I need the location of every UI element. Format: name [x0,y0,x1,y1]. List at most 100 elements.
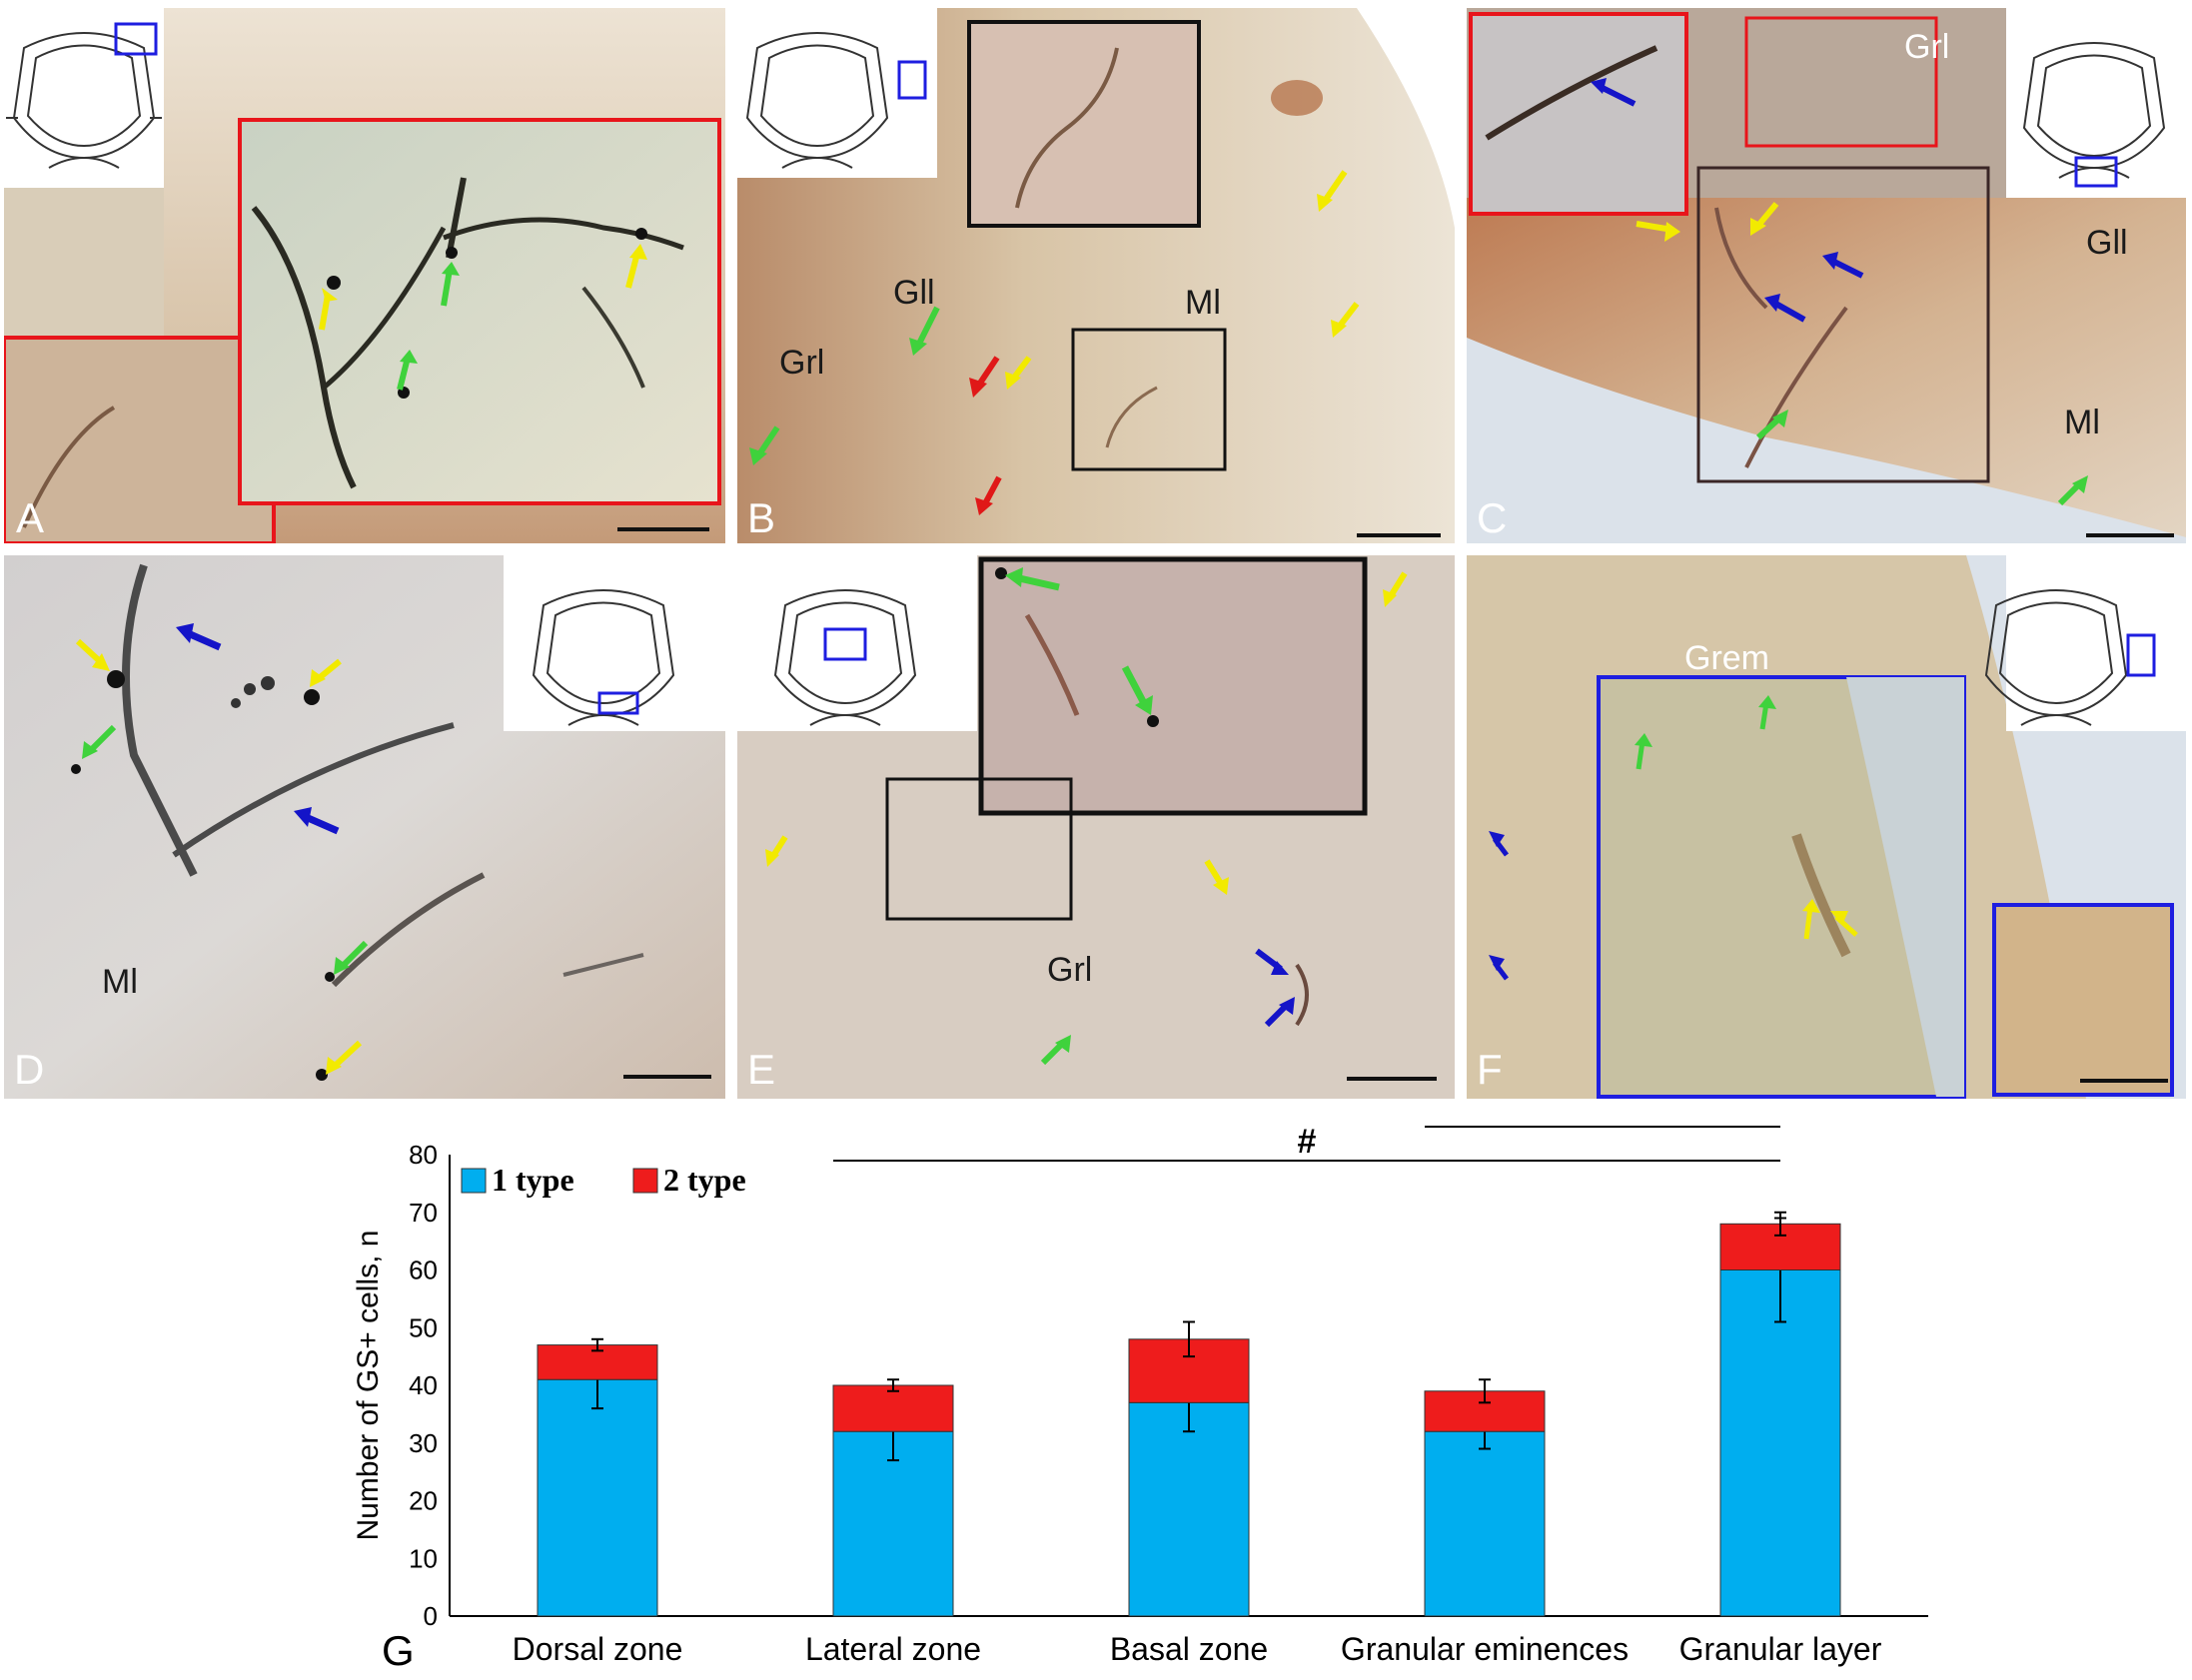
panel-e-zoom-inset [978,556,1368,816]
panel-d: Ml D [4,555,725,1099]
panel-a-micrograph [4,8,725,543]
arrow-green-icon [1135,695,1153,715]
arrow-yellow-icon [1750,218,1766,236]
arrow-yellow-icon [326,1057,342,1075]
arrow-yellow-icon [1802,899,1820,913]
legend-entry: 1 type [492,1162,574,1198]
panel-c: Grl Gll Ml C [1467,8,2186,543]
arrow-blue-icon [1764,294,1780,312]
stacked-bar-chart: 0 10 20 30 40 50 60 70 80 Number of GS+ cells, n D… [352,1119,1928,1667]
arrow-green-icon [442,262,460,276]
panel-label: D [14,1046,45,1093]
bar-segment-2 [832,1384,954,1432]
panel-b-micrograph [737,8,1455,543]
y-tick-label: 70 [409,1198,438,1228]
region-label: Grem [1684,639,1769,677]
arrow-green-icon [1635,733,1652,747]
arrow-yellow-icon [765,849,779,867]
arrow-yellow-icon [629,244,647,260]
region-label: Gll [893,274,935,312]
legend-swatch [632,1168,658,1194]
region-label: Grl [1047,951,1093,989]
panel-e-micrograph [737,555,1455,1099]
y-axis-label: Number of GS+ cells, n [352,1231,385,1541]
arrow-green-icon [1055,1035,1071,1053]
arrow-red-icon [969,378,987,398]
panel-b-source-box [1071,328,1227,471]
arrow-blue-icon [1279,997,1295,1015]
arrow-red-icon [975,497,993,515]
scale-bar [1357,533,1441,537]
arrow-yellow-icon [92,653,110,671]
arrow-green-icon [1772,410,1788,427]
arrow-blue-icon [1271,961,1289,975]
arrow-yellow-icon [1664,222,1680,242]
brain-schematic-icon [532,589,675,726]
arrow-yellow-icon [1383,589,1397,607]
panel-c-black-box [1696,166,1990,483]
region-label: Gll [2086,224,2128,262]
panel-f-source-box [1992,903,2174,1097]
panel-e-source-box [885,777,1073,921]
brain-schematic-icon [2022,42,2166,188]
scale-bar [2080,1079,2168,1083]
bar-segment-1 [1424,1430,1546,1617]
scale-bar [2086,533,2174,537]
panel-a-red-box [4,336,276,543]
panel-f-micrograph [1467,555,2186,1099]
panel-d-micrograph [4,555,725,1099]
scale-bar [623,1075,711,1079]
x-tick-label: Lateral zone [805,1631,981,1667]
x-tick-label: Granular layer [1679,1631,1882,1667]
panel-label: B [747,494,776,541]
panel-label: A [16,494,45,541]
bar-segment-1 [832,1430,954,1617]
panel-label: G [382,1627,415,1674]
panel-a-zoom-inset [238,118,721,505]
scale-bar [1347,1077,1437,1081]
bar-segment-1 [1128,1401,1250,1617]
bar-segment-1 [1719,1269,1841,1617]
arrow-yellow-icon [322,288,338,302]
y-tick-label: 10 [409,1543,438,1573]
arrow-blue-icon [1591,78,1607,94]
arrow-green-icon [2072,475,2088,493]
region-label: Ml [1185,284,1221,322]
y-tick-label: 80 [409,1140,438,1170]
arrow-blue-icon [1489,831,1505,847]
brain-schematic-icon [1984,589,2156,726]
significance-label: # [1298,1123,1317,1161]
region-label: Ml [102,963,138,1001]
arrow-green-icon [1005,567,1023,587]
panel-label: F [1477,1046,1503,1093]
arrow-green-icon [749,447,767,465]
panel-c-zoom-inset [1469,12,1688,216]
x-tick-label: Basal zone [1110,1631,1268,1667]
panel-label: C [1477,494,1508,541]
x-tick-label: Granular eminences [1341,1631,1629,1667]
arrow-blue-icon [176,623,194,643]
arrow-yellow-icon [310,669,326,687]
brain-schematic-icon [745,32,927,169]
panel-a: A [4,8,725,543]
panel-c-micrograph [1467,8,2186,543]
x-tick-label: Dorsal zone [513,1631,683,1667]
arrow-yellow-icon [1331,320,1347,338]
region-label: Ml [2064,404,2100,441]
panel-b: Gll Grl Ml B [737,8,1455,543]
bar-segment-1 [537,1378,658,1617]
significance-label: # [1594,1119,1613,1127]
arrow-green-icon [1758,695,1776,709]
panel-b-zoom-inset [967,20,1201,228]
arrow-green-icon [400,350,418,364]
y-tick-label: 50 [409,1312,438,1342]
panel-c-red-source-box [1744,16,1938,148]
arrow-yellow-icon [1005,372,1021,390]
brain-schematic-icon [6,22,162,169]
brain-schematic-icon [773,589,917,726]
arrow-green-icon [909,338,927,356]
panel-e: Grl E [737,555,1455,1099]
y-tick-label: 0 [424,1601,438,1631]
arrow-yellow-icon [1830,911,1848,925]
arrow-green-icon [334,957,350,975]
